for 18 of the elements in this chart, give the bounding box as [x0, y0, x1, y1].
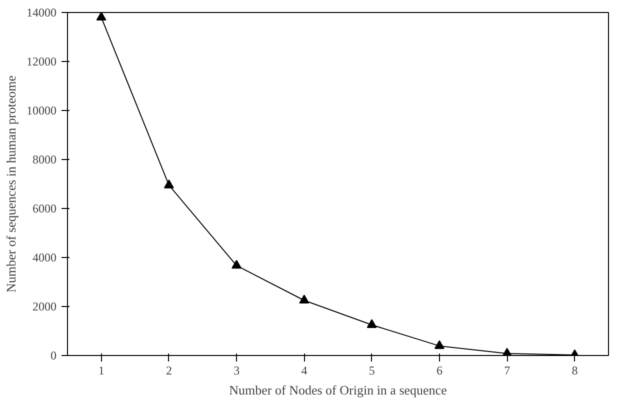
- y-tick-label: 4000: [32, 250, 56, 264]
- x-tick-label: 5: [368, 364, 375, 378]
- y-tick-label: 10000: [26, 104, 56, 118]
- y-tick-label: 2000: [32, 300, 56, 314]
- x-tick-label: 6: [436, 364, 442, 378]
- x-axis-title: Number of Nodes of Origin in a sequence: [229, 382, 448, 398]
- y-tick-label: 0: [50, 348, 56, 362]
- x-tick-label: 4: [301, 364, 308, 378]
- x-tick-label: 7: [504, 364, 510, 378]
- y-tick-label: 14000: [26, 6, 56, 20]
- x-tick-label: 3: [234, 364, 240, 378]
- x-tick-label: 1: [98, 364, 104, 378]
- y-axis-title: Number of sequences in human proteome: [4, 75, 18, 292]
- x-tick-label: 8: [572, 364, 578, 378]
- y-tick-label: 12000: [26, 54, 56, 68]
- y-tick-label: 8000: [32, 152, 56, 166]
- y-tick-label: 6000: [32, 202, 56, 216]
- x-tick-label: 2: [166, 364, 172, 378]
